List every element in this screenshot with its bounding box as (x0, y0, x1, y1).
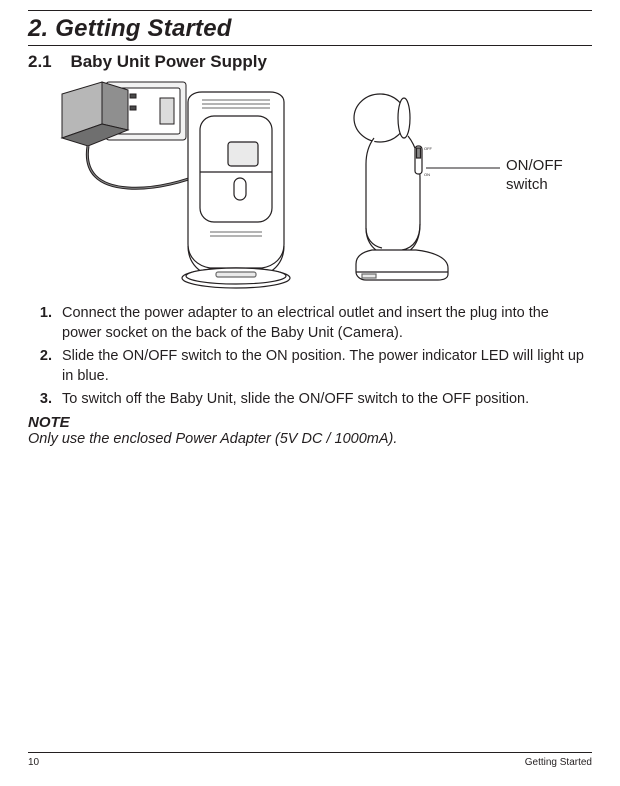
section-title: Baby Unit Power Supply (70, 52, 266, 72)
top-rule (28, 10, 592, 11)
step-3: To switch off the Baby Unit, slide the O… (56, 390, 592, 410)
note-body: Only use the enclosed Power Adapter (5V … (28, 431, 592, 447)
svg-text:ON: ON (424, 172, 430, 177)
note-heading: NOTE (28, 414, 592, 431)
page-number: 10 (28, 757, 39, 768)
svg-text:OFF: OFF (424, 146, 433, 151)
baby-unit-side-illustration: OFF ON (316, 78, 476, 298)
baby-unit-back-illustration (38, 76, 298, 296)
step-2: Slide the ON/OFF switch to the ON positi… (56, 347, 592, 386)
callout-label: ON/OFF switch (506, 157, 592, 195)
section-number: 2.1 (28, 52, 66, 72)
steps-list: Connect the power adapter to an electric… (28, 304, 592, 410)
footer-section: Getting Started (525, 757, 592, 768)
chapter-title: 2. Getting Started (28, 15, 592, 46)
figure-area: OFF ON ON/OFF switch (28, 82, 592, 294)
section-heading: 2.1 Baby Unit Power Supply (28, 52, 592, 72)
step-1: Connect the power adapter to an electric… (56, 304, 592, 343)
page-footer: 10 Getting Started (28, 752, 592, 768)
